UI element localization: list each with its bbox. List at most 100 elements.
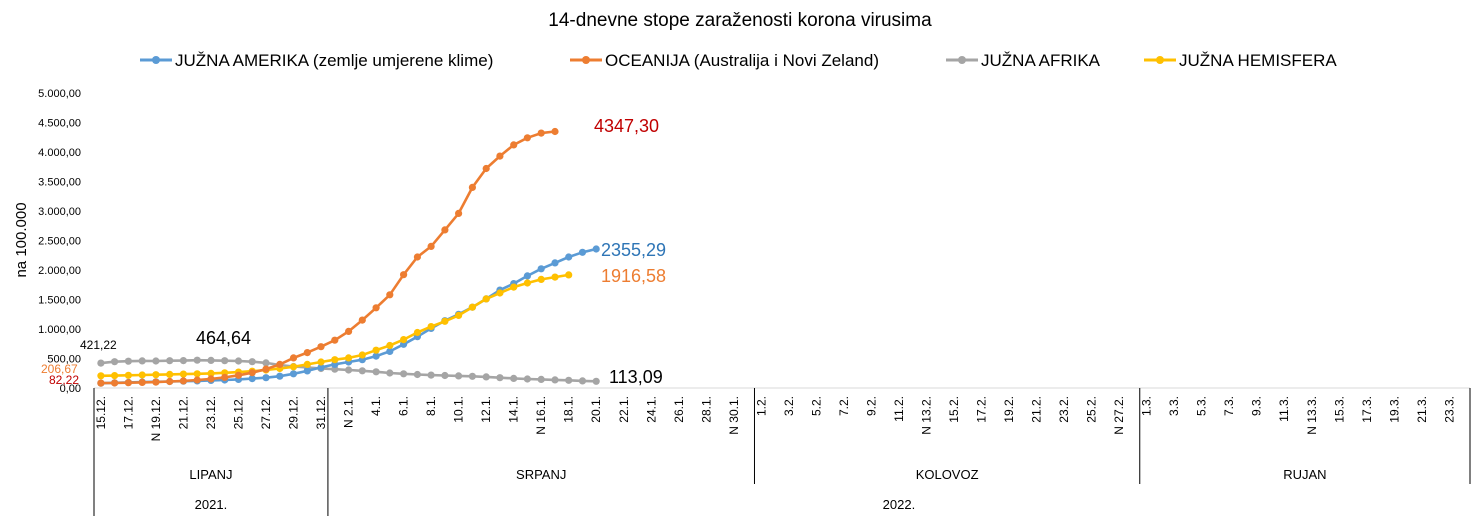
data-point [111,372,119,380]
x-tick-label: 3.3. [1167,396,1181,416]
data-point [427,323,435,331]
annotation-82-22: 82,22 [49,373,79,387]
data-point [97,372,105,380]
x-tick-label: 11.3. [1277,396,1291,422]
data-point [578,377,587,385]
data-point [248,375,256,383]
x-tick-label: 23.3. [1442,396,1456,423]
data-point [262,365,270,373]
y-tick-label: 4.000,00 [38,147,81,159]
x-tick-label: 21.3. [1415,396,1429,423]
data-point [234,357,243,365]
x-tick-label: 6.1. [397,396,411,416]
x-tick-label: 5.3. [1195,396,1209,416]
data-point [455,209,463,217]
y-tick-label: 0,00 [60,383,81,395]
y-tick-label: 500,00 [47,354,81,366]
x-tick-label: 3.2. [782,396,796,416]
x-tick-label: 10.1. [452,396,466,423]
data-point [179,357,187,365]
annotation-1916-58: 1916,58 [601,266,666,286]
x-tick-label: 23.2. [1057,396,1071,423]
x-tick-label: 9.2. [864,396,878,416]
annotation-464-64: 464,64 [196,328,251,348]
x-tick-label: 31.12. [314,396,328,429]
data-point [523,134,532,142]
data-point [413,370,421,379]
x-tick-label: 15.3. [1332,396,1346,423]
data-point [537,275,545,283]
data-point [372,368,380,376]
data-point [482,164,490,173]
month-label: RUJAN [1283,467,1326,482]
data-point [565,271,573,279]
data-point [372,346,380,354]
data-point [358,316,366,324]
data-point [578,248,587,256]
data-point [386,369,394,377]
data-point [303,349,311,357]
x-tick-label: 20.1. [589,396,603,423]
legend: JUŽNA AMERIKA (zemlje umjerene klime) OC… [140,51,1337,70]
data-point [468,372,476,380]
data-point [441,371,449,380]
data-point [496,152,504,160]
x-tick-label: N 2.1. [342,396,356,428]
data-point [358,351,366,359]
data-point [152,378,160,386]
legend-label-oceania: OCEANIJA (Australija i Novi Zeland) [605,51,879,70]
y-tick-label: 3.500,00 [38,177,81,189]
series-line [100,130,556,385]
x-tick-label: 7.3. [1222,396,1236,416]
data-point [358,367,366,375]
legend-item-southern-hemisphere: JUŽNA HEMISFERA [1144,51,1337,70]
x-tick-label: 26.1. [672,396,686,423]
data-point [468,303,476,311]
data-point [551,127,559,136]
annotation-4347-30: 4347,30 [594,116,659,136]
x-tick-label: 1.2. [754,396,768,416]
y-tick-label: 5.000,00 [38,88,81,100]
data-point [523,272,532,280]
data-point [510,141,518,149]
data-point [441,317,449,325]
data-point [372,304,380,312]
data-point [345,366,353,374]
x-tick-label: 23.12. [204,396,218,429]
data-point [276,360,284,368]
x-tick-label: 7.2. [837,396,851,416]
x-tick-label: 19.3. [1387,396,1401,423]
legend-item-oceania: OCEANIJA (Australija i Novi Zeland) [570,51,879,70]
data-point [372,352,380,360]
data-point [482,295,490,303]
data-point [427,242,435,250]
x-tick-label: 4.1. [369,396,383,416]
data-point [248,369,256,377]
y-axis-ticks: 0,00 500,00 1.000,00 1.500,00 2.000,00 2.500,… [38,88,81,395]
data-point [166,377,174,386]
data-point [124,379,132,387]
x-tick-label: N 16.1. [534,396,548,435]
x-tick-label: 9.3. [1250,396,1264,416]
legend-item-south-africa: JUŽNA AFRIKA [946,51,1101,70]
data-point [523,279,532,287]
data-point [592,245,600,253]
data-point [496,289,504,297]
x-tick-label: 18.1. [562,396,576,423]
x-tick-label: 17.3. [1360,396,1374,423]
data-point [510,283,518,291]
x-tick-label: N 27.2. [1112,396,1126,435]
data-point [179,377,187,385]
y-tick-label: 3.000,00 [38,206,81,218]
month-label: KOLOVOZ [916,467,979,482]
data-point [523,375,532,383]
y-axis-title: na 100.000 [13,202,30,277]
data-point [331,356,339,364]
annotation-2355-29: 2355,29 [601,240,666,260]
data-point [289,363,298,371]
data-point [111,358,119,366]
data-point [510,374,518,382]
data-point [124,357,132,365]
data-point [193,370,201,378]
data-point [537,265,545,273]
